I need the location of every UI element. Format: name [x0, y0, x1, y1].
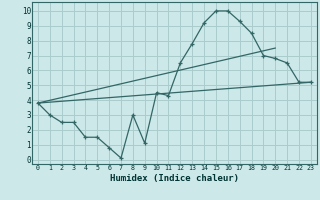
X-axis label: Humidex (Indice chaleur): Humidex (Indice chaleur) [110, 174, 239, 183]
